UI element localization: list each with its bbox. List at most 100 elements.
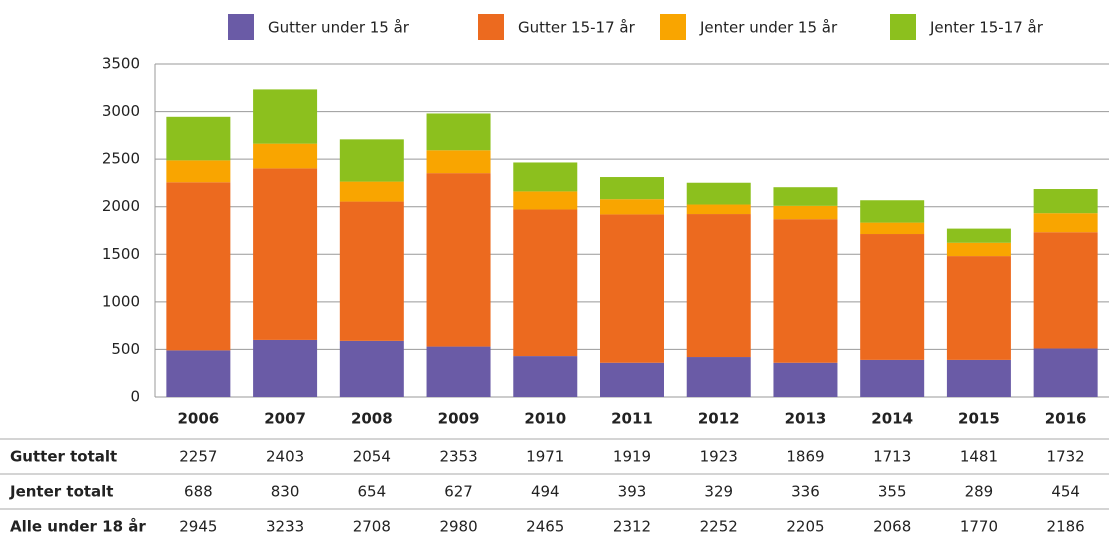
x-tick-label: 2015 (958, 410, 1000, 428)
x-tick-label: 2010 (524, 410, 566, 428)
bar-segment (860, 222, 925, 235)
x-tick-label: 2013 (785, 410, 827, 428)
x-tick-label: 2006 (177, 410, 219, 428)
y-tick-label: 500 (111, 340, 140, 358)
bar-segment (166, 116, 231, 161)
bar-segment (339, 201, 404, 341)
table-cell: 2252 (700, 518, 738, 536)
bar-segment (253, 143, 318, 169)
bar-segment (426, 150, 491, 174)
x-tick-label: 2009 (438, 410, 480, 428)
x-tick-label: 2008 (351, 410, 393, 428)
table-cell: 1770 (960, 518, 998, 536)
bar-segment (426, 173, 491, 347)
table-cell: 1923 (700, 448, 738, 466)
legend-swatch (228, 14, 254, 40)
bar-segment (600, 199, 664, 215)
legend-label: Gutter under 15 år (268, 19, 410, 37)
table-cell: 627 (444, 483, 473, 501)
table-cell: 830 (271, 483, 300, 501)
bar-segment (426, 113, 491, 151)
bar-segment (600, 362, 664, 397)
y-tick-label: 1500 (102, 245, 140, 263)
bar-segment (946, 359, 1011, 397)
y-tick-label: 1000 (102, 292, 140, 310)
y-tick-label: 2000 (102, 197, 140, 215)
table-cell: 393 (618, 483, 647, 501)
row-label: Gutter totalt (10, 448, 117, 466)
bar-segment (773, 205, 838, 220)
bar-segment (773, 362, 838, 397)
table-cell: 2465 (526, 518, 564, 536)
table-cell: 2353 (439, 448, 477, 466)
bar-segment (686, 204, 751, 215)
table-cell: 1919 (613, 448, 651, 466)
legend-label: Jenter under 15 år (699, 19, 838, 37)
table-cell: 2945 (179, 518, 217, 536)
table-cell: 1971 (526, 448, 564, 466)
table-cell: 2054 (353, 448, 391, 466)
table-cell: 329 (704, 483, 733, 501)
bar-segment (166, 182, 231, 351)
bar-segment (1033, 348, 1098, 397)
bar-segment (860, 200, 925, 223)
table-cell: 454 (1051, 483, 1080, 501)
table-cell: 2205 (786, 518, 824, 536)
bar-segment (426, 346, 491, 397)
x-tick-label: 2016 (1045, 410, 1087, 428)
y-tick-label: 0 (130, 388, 140, 406)
bar-segment (686, 182, 751, 205)
bar-segment (253, 339, 318, 397)
bar-segment (1033, 213, 1098, 233)
table-cell: 355 (878, 483, 907, 501)
table-cell: 2068 (873, 518, 911, 536)
bar-segment (513, 191, 578, 210)
bar-segment (1033, 189, 1098, 214)
bar-segment (773, 219, 838, 363)
table-cell: 289 (965, 483, 994, 501)
table-cell: 336 (791, 483, 820, 501)
bar-segment (513, 209, 578, 357)
bar-segment (946, 242, 1011, 257)
bar-segment (686, 357, 751, 397)
x-tick-label: 2012 (698, 410, 740, 428)
bar-segment (166, 350, 231, 397)
table-cell: 2257 (179, 448, 217, 466)
x-tick-label: 2011 (611, 410, 653, 428)
bar-segment (513, 162, 578, 192)
row-label: Alle under 18 år (10, 518, 146, 536)
bar-segment (253, 89, 318, 144)
bar-segment (860, 234, 925, 360)
table-cell: 688 (184, 483, 213, 501)
legend-swatch (890, 14, 916, 40)
table-cell: 1869 (786, 448, 824, 466)
x-tick-label: 2014 (871, 410, 913, 428)
bar-segment (860, 359, 925, 397)
table-cell: 2186 (1047, 518, 1085, 536)
bar-segment (339, 139, 404, 182)
bar-segment (339, 181, 404, 202)
bar-segment (513, 356, 578, 397)
bar-segment (946, 256, 1011, 360)
bar-segment (946, 228, 1011, 243)
y-tick-label: 3500 (102, 55, 140, 73)
row-label: Jenter totalt (9, 483, 113, 501)
bar-segment (339, 340, 404, 397)
bar-segment (686, 214, 751, 358)
legend-swatch (660, 14, 686, 40)
legend-swatch (478, 14, 504, 40)
legend-label: Gutter 15-17 år (518, 19, 636, 37)
legend-label: Jenter 15-17 år (929, 19, 1044, 37)
table-cell: 494 (531, 483, 560, 501)
bar-segment (253, 168, 318, 340)
table-cell: 2312 (613, 518, 651, 536)
y-tick-label: 3000 (102, 102, 140, 120)
y-tick-label: 2500 (102, 150, 140, 168)
table-cell: 1713 (873, 448, 911, 466)
table-cell: 2980 (439, 518, 477, 536)
table-cell: 2403 (266, 448, 304, 466)
table-cell: 1481 (960, 448, 998, 466)
bar-segment (166, 160, 231, 183)
table-cell: 654 (357, 483, 386, 501)
